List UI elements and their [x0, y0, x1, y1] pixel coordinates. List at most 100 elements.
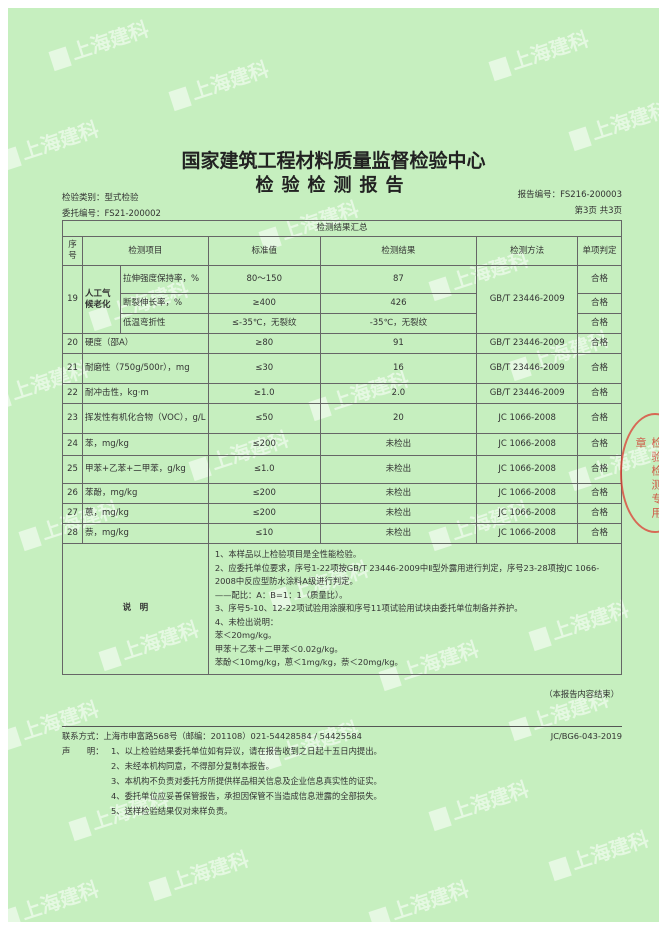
cell-no: 21 — [62, 353, 83, 384]
end-note: （本报告内容结束） — [544, 689, 619, 699]
statement-label: 声 明： — [62, 746, 104, 756]
watermark-logo: 上海建科 — [566, 93, 659, 152]
note-line: 苯酚＜10mg/kg，蒽＜1mg/kg，萘＜20mg/kg。 — [214, 657, 403, 667]
cell-std: ≤200 — [207, 433, 321, 456]
statements: 1、以上检验结果委托单位如有异议，请在报告收到之日起十五日内提出。 2、未经本机构… — [111, 744, 382, 819]
statement-line: 3、本机构不负责对委托方所提供样品相关信息及企业信息真实性的证实。 — [111, 776, 382, 786]
cell-result: 2.0 — [319, 383, 478, 404]
logo-icon — [548, 856, 572, 881]
cell-verdict: 合格 — [577, 333, 622, 354]
cell-std: ≤1.0 — [207, 455, 321, 484]
cell-method: GB/T 23446-2009 — [476, 333, 579, 354]
notes-label: 说 明 — [62, 543, 209, 675]
report-page: 上海建科 上海建科 上海建科 上海建科 上海建科 上海建科 上海建科 上海建科 上海建科 上海建科… — [8, 8, 659, 922]
col-header: 单项判定 — [577, 236, 622, 266]
cell-verdict: 合格 — [577, 433, 622, 456]
cell-std: ≤10 — [207, 523, 321, 544]
note-line: 甲苯＋乙苯＋二甲苯＜0.02g/kg。 — [214, 643, 343, 654]
col-header: 检测项目 — [81, 236, 209, 266]
divider — [62, 726, 622, 727]
cell-method: JC 1066-2008 — [476, 455, 579, 484]
cell-no: 24 — [62, 433, 83, 456]
cell-no: 27 — [62, 503, 83, 524]
cell-method: JC 1066-2008 — [476, 523, 579, 544]
col-header: 检测方法 — [476, 236, 579, 266]
cell-result: 未检出 — [319, 503, 478, 524]
logo-icon — [8, 386, 12, 411]
test-type: 检验类别：型式检验 — [62, 193, 139, 203]
logo-icon — [168, 86, 192, 111]
cell-method: JC 1066-2008 — [476, 483, 579, 504]
note-line: 苯＜20mg/kg。 — [214, 630, 277, 640]
logo-icon — [8, 726, 22, 751]
statement-line: 4、委托单位应妥善保管报告，承担因保管不当造成信息泄露的全部损失。 — [111, 791, 382, 801]
cell-std: ≥1.0 — [207, 383, 321, 404]
watermark-logo: 上海建科 — [366, 873, 472, 922]
cell-method: JC 1066-2008 — [476, 503, 579, 524]
logo-icon — [8, 906, 22, 922]
cell-verdict: 合格 — [577, 353, 622, 384]
report-no: 报告编号：FS216-200003 — [517, 190, 622, 200]
cell-result: 16 — [319, 353, 478, 384]
note-line: 2、应委托单位要求，序号1-22项按GB/T 23446-2009中Ⅱ型外露用进… — [214, 562, 600, 587]
col-header: 检测结果 — [319, 236, 478, 266]
cell-std: ≤200 — [207, 503, 321, 524]
note-line: 3、序号5-10、12-22项试验用涂膜和序号11项试验用试块由委托单位制备并养… — [214, 603, 523, 613]
logo-icon — [368, 906, 392, 922]
watermark-logo: 上海建科 — [426, 773, 532, 832]
table-caption: 检测结果汇总 — [62, 220, 622, 237]
table-row: 26 苯酚，mg/kg ≤200 未检出 JC 1066-2008 合格 — [62, 483, 622, 504]
cell-verdict: 合格 — [577, 455, 622, 484]
cell-no: 23 — [62, 403, 83, 434]
statement-line: 5、送样检验结果仅对来样负责。 — [111, 806, 233, 816]
cell-no: 22 — [62, 383, 83, 404]
cell-no: 28 — [62, 523, 83, 544]
contact-info: 联系方式：上海市申富路568号（邮编：201108）021-54428584 /… — [62, 731, 362, 741]
note-line: 4、未检出说明： — [214, 616, 279, 627]
statement-line: 2、未经本机构同意，不得部分复制本报告。 — [111, 761, 274, 771]
cell-result: 91 — [319, 333, 478, 354]
table-row: 23 挥发性有机化合物（VOC），g/L ≤50 20 JC 1066-2008 合格 — [62, 403, 622, 434]
cell-std: ≤200 — [207, 483, 321, 504]
cell-item: 苯，mg/kg — [81, 433, 209, 456]
table-row: 21 耐磨性（750g/500r），mg ≤30 16 GB/T 23446-2009 合… — [62, 353, 622, 384]
cell-std: ≤50 — [207, 403, 321, 434]
cell-method: GB/T 23446-2009 — [476, 353, 579, 384]
cell-no: 20 — [62, 333, 83, 354]
cell-item: 苯酚，mg/kg — [81, 483, 209, 504]
note-line: ——配比：A：B=1：1（质量比）。 — [214, 589, 348, 600]
cell-item: 耐磨性（750g/500r），mg — [81, 353, 209, 384]
cell-result: 未检出 — [319, 523, 478, 544]
cell-item: 蒽，mg/kg — [81, 503, 209, 524]
logo-icon — [48, 46, 72, 71]
cell-std: ≤30 — [207, 353, 321, 384]
cell-item: 甲苯+乙苯+二甲苯，g/kg — [81, 455, 209, 484]
logo-icon — [428, 806, 452, 831]
cell-verdict: 合格 — [577, 383, 622, 404]
table-row: 19 人工气候老化 拉伸强度保持率，% 80～150 87 GB/T 23446… — [62, 265, 622, 334]
cell-method: JC 1066-2008 — [476, 403, 579, 434]
commission-no: 委托编号：FS21-200002 — [62, 209, 161, 219]
table-row: 28 萘，mg/kg ≤10 未检出 JC 1066-2008 合格 — [62, 523, 622, 544]
official-seal: 检验检测专用章 — [620, 413, 659, 533]
table-row: 低温弯折性 ≤-35℃，无裂纹 -35℃，无裂纹 合格 — [63, 313, 622, 334]
watermark-logo: 上海建科 — [166, 53, 272, 112]
watermark-logo: 上海建科 — [486, 23, 592, 82]
watermark-logo: 上海建科 — [46, 13, 152, 72]
cell-no: 26 — [62, 483, 83, 504]
watermark-logo: 上海建科 — [546, 823, 652, 882]
cell-item: 挥发性有机化合物（VOC），g/L — [81, 403, 209, 434]
cell-result: 未检出 — [319, 483, 478, 504]
table-row: 25 甲苯+乙苯+二甲苯，g/kg ≤1.0 未检出 JC 1066-2008 合格 — [62, 455, 622, 484]
page-number: 第3页 共3页 — [574, 206, 622, 216]
cell-verdict: 合格 — [577, 523, 622, 544]
table-row: 27 蒽，mg/kg ≤200 未检出 JC 1066-2008 合格 — [62, 503, 622, 524]
cell-result: 未检出 — [319, 455, 478, 484]
cell-method: JC 1066-2008 — [476, 433, 579, 456]
cell-item: 硬度（邵A） — [81, 333, 209, 354]
form-code: JC/BG6-043-2019 — [550, 731, 622, 741]
cell-verdict: 合格 — [577, 403, 622, 434]
seal-text: 检验检测专用章 — [634, 437, 659, 521]
cell-result: 20 — [319, 403, 478, 434]
notes: 1、本样品以上检验项目是全性能检验。 2、应委托单位要求，序号1-22项按GB/T… — [207, 543, 623, 675]
